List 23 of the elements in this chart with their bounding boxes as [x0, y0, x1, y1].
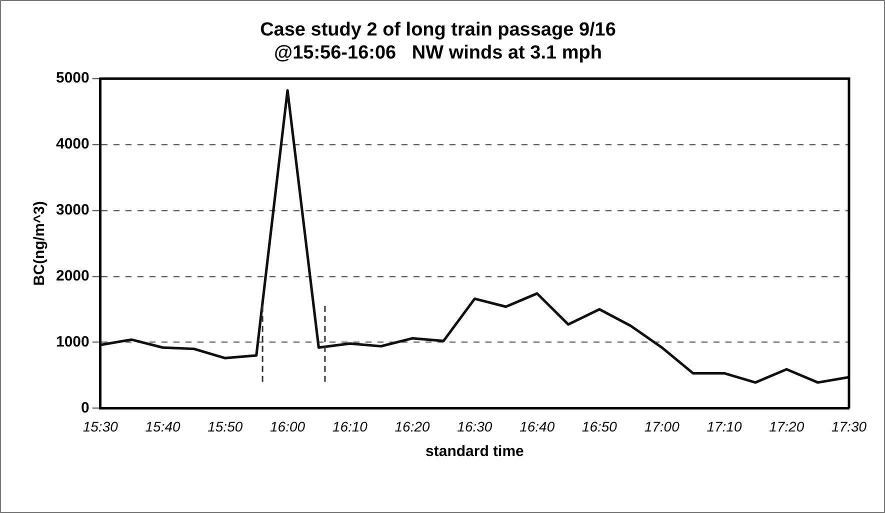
x-tick-label: 16:50: [582, 418, 618, 434]
x-tick-label: 17:30: [831, 418, 867, 434]
x-tick-label: 16:30: [457, 418, 492, 434]
x-tick-label: 16:10: [332, 418, 368, 434]
y-tick-label: 1000: [56, 333, 90, 350]
x-tick-label: 17:20: [769, 418, 804, 434]
chart-subtitle: @15:56-16:06 NW winds at 3.1 mph: [274, 42, 602, 64]
x-tick-label: 16:00: [270, 418, 306, 434]
y-tick-label: 0: [81, 399, 90, 416]
x-tick-label: 15:30: [82, 418, 118, 434]
y-axis-title: BC(ng/m^3): [31, 201, 48, 286]
x-tick-label: 15:40: [145, 418, 180, 434]
x-tick-label: 15:50: [208, 418, 243, 434]
chart-title: Case study 2 of long train passage 9/16: [260, 20, 616, 41]
y-tick-label: 3000: [56, 202, 90, 219]
x-axis-title: standard time: [426, 443, 524, 460]
x-tick-label: 16:40: [520, 418, 555, 434]
x-tick-label: 17:10: [706, 418, 742, 434]
y-tick-label: 5000: [56, 70, 90, 87]
y-tick-label: 4000: [56, 136, 90, 153]
x-tick-label: 16:20: [394, 418, 430, 434]
x-tick-label: 17:00: [644, 418, 680, 434]
y-tick-label: 2000: [56, 268, 90, 284]
